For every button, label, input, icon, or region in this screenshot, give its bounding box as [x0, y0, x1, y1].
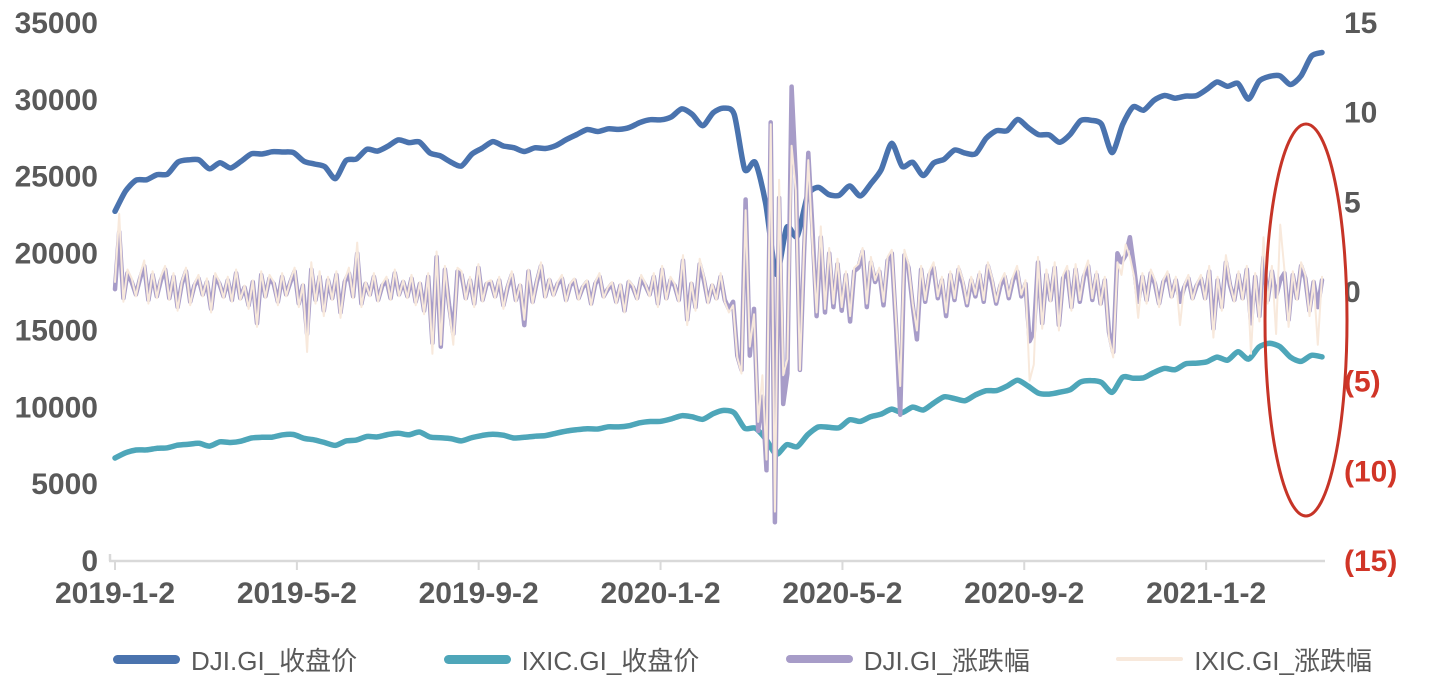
x-axis-label: 2019-5-2: [237, 577, 357, 610]
legend-swatch-ixic-pct: [1116, 657, 1184, 661]
y-axis-left-label: 5000: [31, 468, 98, 501]
series-ixic-pct-line: [114, 123, 1323, 513]
x-axis-label: 2020-1-2: [601, 577, 721, 610]
legend-item-ixic-close: IXIC.GI_收盘价: [443, 641, 700, 678]
legend-item-ixic-pct: IXIC.GI_涨跌幅: [1116, 641, 1372, 678]
y-axis-right-label: (5): [1344, 366, 1381, 399]
legend-swatch-ixic-close: [443, 654, 511, 664]
legend-label-ixic-pct: IXIC.GI_涨跌幅: [1194, 645, 1372, 676]
legend-item-dji-close: DJI.GI_收盘价: [113, 641, 357, 678]
series-ixic-close-line: [112, 340, 1325, 461]
chart-svg: 2019-1-2 2019-5-2 2019-9-2 2020-1-2 2020-5-2…: [15, 7, 1398, 610]
legend-label-dji-close: DJI.GI_收盘价: [191, 645, 358, 676]
x-axis-label: 2019-9-2: [419, 577, 539, 610]
legend-label-dji-pct: DJI.GI_涨跌幅: [863, 645, 1030, 676]
x-axis-label: 2021-1-2: [1146, 577, 1266, 610]
y-axis-left-label: 30000: [15, 84, 98, 117]
x-axis-label: 2019-1-2: [55, 577, 175, 610]
y-axis-right-label: (15): [1344, 545, 1397, 578]
y-axis-left-label: 25000: [15, 161, 98, 194]
legend-swatch-dji-pct: [785, 655, 853, 663]
y-axis-left-label: 35000: [15, 7, 98, 40]
y-axis-right-label: 5: [1344, 186, 1361, 219]
y-axis-left-label: 15000: [15, 314, 98, 347]
legend-label-ixic-close: IXIC.GI_收盘价: [521, 645, 700, 676]
y-axis-right-label: 15: [1344, 7, 1377, 40]
series-dji-close-line: [112, 49, 1325, 277]
legend: DJI.GI_收盘价 IXIC.GI_收盘价 DJI.GI_涨跌幅 IXIC.G…: [113, 638, 1372, 680]
legend-item-dji-pct: DJI.GI_涨跌幅: [785, 641, 1030, 678]
y-axis-left-label: 10000: [15, 391, 98, 424]
y-axis-right-label: (10): [1344, 455, 1397, 488]
x-axis-label: 2020-5-2: [782, 577, 902, 610]
x-axis-label: 2020-9-2: [964, 577, 1084, 610]
y-axis-left-label: 20000: [15, 238, 98, 271]
annotation-ellipse: [1263, 122, 1349, 518]
y-axis-left-label: 0: [81, 545, 98, 578]
legend-swatch-dji-close: [113, 654, 180, 664]
y-axis-right-label: 10: [1344, 97, 1377, 130]
